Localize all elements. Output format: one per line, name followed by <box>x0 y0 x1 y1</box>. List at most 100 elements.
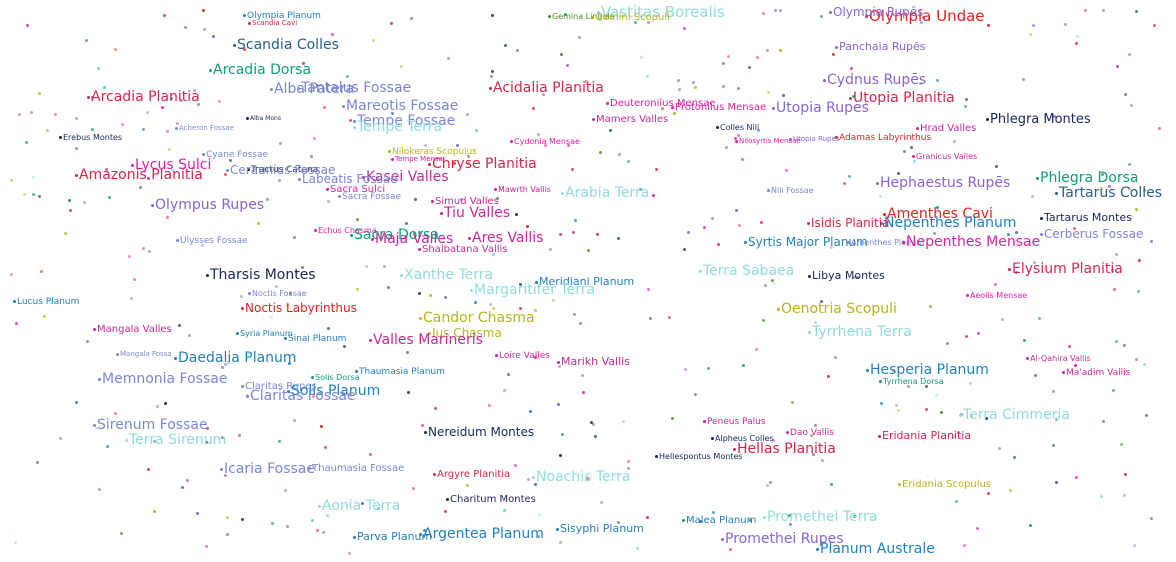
feature-label: Elysium Planitia <box>1008 262 1123 276</box>
feature-dot <box>592 423 595 426</box>
feature-dot <box>549 248 552 251</box>
feature-label: Xanthe Terra <box>400 268 493 282</box>
feature-label: Oenotria Scopuli <box>777 302 897 316</box>
feature-dot <box>557 403 560 406</box>
feature-dot <box>782 94 785 97</box>
feature-dot <box>278 440 281 443</box>
feature-dot <box>1150 240 1153 243</box>
feature-dot <box>1135 208 1138 211</box>
feature-dot <box>1015 231 1018 234</box>
feature-dot <box>286 525 289 528</box>
feature-dot <box>166 130 169 133</box>
feature-dot <box>139 186 142 189</box>
feature-label: Olympus Rupes <box>151 198 264 212</box>
feature-dot <box>519 307 522 310</box>
feature-dot <box>348 552 351 555</box>
feature-dot <box>97 67 100 70</box>
feature-dot <box>503 389 506 392</box>
feature-label: Hesperia Planum <box>866 363 989 377</box>
feature-label: Nilosyrtis Mensae <box>735 138 801 145</box>
feature-dot <box>316 529 319 532</box>
feature-dot <box>755 348 758 351</box>
feature-label: Mangala Fossa <box>116 351 172 358</box>
feature-dot <box>640 56 643 59</box>
feature-dot <box>1115 253 1118 256</box>
feature-label: Loire Valles <box>495 352 550 361</box>
feature-dot <box>356 288 359 291</box>
feature-dot <box>414 198 417 201</box>
feature-dot <box>212 35 215 38</box>
feature-label: Parva Planum <box>353 531 432 542</box>
feature-dot <box>1034 374 1037 377</box>
feature-dot <box>821 459 824 462</box>
feature-dot <box>130 297 133 300</box>
feature-dot <box>1115 340 1118 343</box>
feature-dot <box>238 434 241 437</box>
feature-dot <box>490 75 493 78</box>
feature-dot <box>270 316 273 319</box>
feature-label: Tempe Mensa <box>391 156 443 163</box>
feature-dot <box>1052 444 1055 447</box>
feature-dot <box>987 24 990 27</box>
feature-label: Argentea Planum <box>419 527 544 541</box>
feature-dot <box>75 147 78 150</box>
feature-label: Malea Planum <box>682 516 756 526</box>
feature-dot <box>166 216 169 219</box>
feature-label: Nepenthes Mensae <box>902 235 1040 249</box>
feature-label: Promethei Terra <box>763 510 877 524</box>
feature-label: Planum Australe <box>816 542 935 556</box>
feature-dot <box>106 445 109 448</box>
feature-label: Syrtis Major Planum <box>744 236 868 248</box>
feature-dot <box>456 144 459 147</box>
feature-dot <box>15 322 18 325</box>
feature-dot <box>372 39 375 42</box>
feature-dot <box>75 401 78 404</box>
feature-dot <box>218 100 221 103</box>
feature-dot <box>529 410 532 413</box>
feature-dot <box>618 153 621 156</box>
feature-dot <box>32 193 35 196</box>
feature-dot <box>40 270 43 273</box>
feature-label: Labeatis Fossae <box>298 173 398 185</box>
feature-dot <box>1158 127 1161 130</box>
feature-dot <box>925 408 928 411</box>
feature-dot <box>503 509 506 512</box>
feature-dot <box>1112 389 1115 392</box>
feature-label: Scandia Colles <box>233 38 339 52</box>
feature-dot <box>226 516 229 519</box>
feature-dot <box>1102 9 1105 12</box>
feature-label: Granicus Valles <box>912 153 977 161</box>
feature-label: Maja Valles <box>371 232 453 246</box>
feature-dot <box>434 407 437 410</box>
feature-dot <box>1138 259 1141 262</box>
feature-dot <box>769 481 772 484</box>
feature-dot <box>1075 42 1078 45</box>
feature-dot <box>322 531 325 534</box>
feature-dot <box>742 364 745 367</box>
feature-dot <box>814 424 817 427</box>
feature-dot <box>133 278 136 281</box>
feature-dot <box>935 394 938 397</box>
feature-label: Aeolis Mensae <box>966 292 1027 300</box>
feature-dot <box>925 385 928 388</box>
feature-dot <box>488 404 491 407</box>
feature-dot <box>897 409 900 412</box>
feature-dot <box>820 15 823 18</box>
feature-label: Tempe Terra <box>353 120 442 134</box>
feature-dot <box>791 401 794 404</box>
feature-dot <box>655 168 658 171</box>
feature-dot <box>1038 317 1041 320</box>
feature-label: Mangala Valles <box>93 325 172 335</box>
feature-dot <box>895 404 898 407</box>
feature-label: Terra Cimmeria <box>959 408 1070 422</box>
feature-dot <box>727 55 730 58</box>
feature-dot <box>164 402 167 405</box>
feature-label: Argyre Planitia <box>433 470 510 480</box>
feature-dot <box>64 232 67 235</box>
feature-dot <box>1128 163 1131 166</box>
feature-label: Alba Mons <box>246 116 281 122</box>
feature-dot <box>617 237 620 240</box>
feature-label: Gemina Lingula <box>548 13 615 21</box>
feature-dot <box>940 411 943 414</box>
